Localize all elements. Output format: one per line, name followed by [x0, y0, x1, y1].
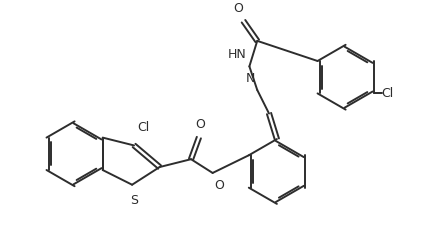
Text: N: N	[246, 72, 255, 85]
Text: O: O	[214, 179, 224, 192]
Text: S: S	[130, 194, 138, 207]
Text: Cl: Cl	[381, 87, 393, 100]
Text: HN: HN	[227, 48, 246, 61]
Text: O: O	[194, 118, 204, 131]
Text: Cl: Cl	[137, 121, 149, 134]
Text: O: O	[233, 2, 243, 15]
